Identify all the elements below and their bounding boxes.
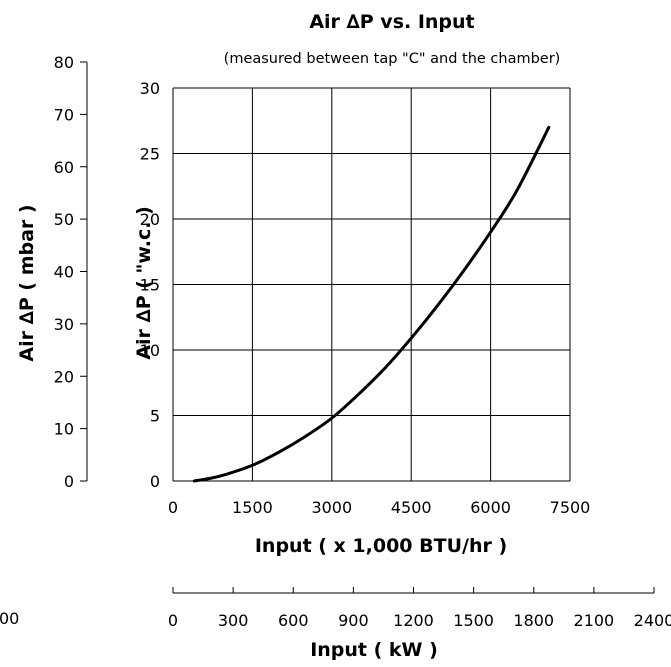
y2-tick-label: 20 — [54, 367, 74, 386]
y2-tick-label: 50 — [54, 210, 74, 229]
y-axis-title-wc: Air ∆P ( "w.c. ) — [133, 206, 155, 360]
y2-tick-label: 30 — [54, 315, 74, 334]
x-tick-label: 3000 — [311, 498, 352, 517]
y-axis-title-mbar: Air ∆P ( mbar ) — [16, 204, 38, 361]
x-tick-label: 0 — [168, 498, 178, 517]
grid-lines — [172, 87, 571, 482]
x-tick-label: 4500 — [391, 498, 432, 517]
y-tick-label: 0 — [150, 472, 160, 491]
y2-tick-label: 60 — [54, 158, 74, 177]
x-axis-title-kw: Input ( kW ) — [310, 639, 438, 661]
y-tick-label: 5 — [150, 407, 160, 426]
y2-tick-label: 40 — [54, 263, 74, 282]
x2-tick-label: 300 — [218, 611, 249, 630]
y-tick-label: 10 — [140, 341, 160, 360]
x-axis-title-btu: Input ( x 1,000 BTU/hr ) — [255, 535, 507, 557]
y-tick-label: 20 — [140, 210, 160, 229]
x2-tick-label: 900 — [338, 611, 369, 630]
y2-tick-label: 70 — [54, 105, 74, 124]
chart-subtitle: (measured between tap "C" and the chambe… — [224, 51, 561, 67]
stray-tick-label: 00 — [0, 609, 19, 628]
series-line — [192, 125, 551, 483]
y2-tick-label: 80 — [54, 53, 74, 72]
series-layer — [192, 125, 551, 483]
tick-labels: 0 1500 3000 4500 6000 75000510152025300102030… — [54, 53, 671, 630]
y-tick-label: 30 — [140, 79, 160, 98]
x2-tick-label: 2400 — [634, 611, 671, 630]
y-tick-label: 25 — [140, 145, 160, 164]
y2-tick-label: 0 — [64, 472, 74, 491]
axes — [80, 61, 655, 594]
x2-tick-label: 0 — [168, 611, 178, 630]
x-tick-label: 7500 — [550, 498, 591, 517]
x-tick-label: 1500 — [232, 498, 273, 517]
y2-tick-label: 10 — [54, 420, 74, 439]
x2-tick-label: 1200 — [393, 611, 434, 630]
chart-title: Air ∆P vs. Input — [309, 11, 474, 33]
x-tick-label: 6000 — [470, 498, 511, 517]
x2-tick-label: 1500 — [453, 611, 494, 630]
x2-tick-label: 2100 — [574, 611, 615, 630]
x2-tick-label: 600 — [278, 611, 309, 630]
y-tick-label: 15 — [140, 276, 160, 295]
x2-tick-label: 1800 — [513, 611, 554, 630]
